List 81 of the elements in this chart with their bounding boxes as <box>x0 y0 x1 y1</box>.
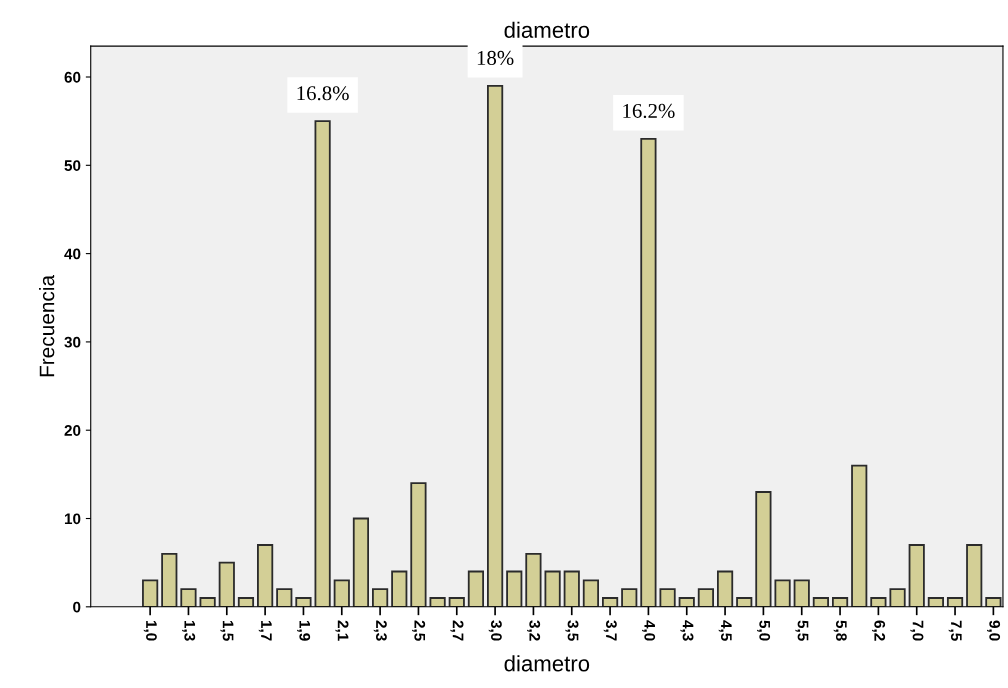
annotation: 16.2% <box>623 103 675 119</box>
x-tick-label: 2,7 <box>450 620 464 641</box>
x-tick-label: 2,1 <box>335 620 349 641</box>
bar <box>199 597 216 607</box>
x-tick-label: 5,0 <box>757 620 771 641</box>
bar <box>161 552 178 607</box>
chart-title: diametro <box>504 21 590 38</box>
bar <box>774 579 791 607</box>
y-axis-title: Frecuencia <box>39 274 55 377</box>
bar <box>295 597 312 607</box>
bar <box>352 517 370 607</box>
bar <box>333 579 350 607</box>
bar <box>851 464 868 607</box>
x-tick-label: 9,0 <box>987 620 1001 641</box>
bar <box>678 597 695 607</box>
bar <box>659 588 676 607</box>
x-tick-label: 3,5 <box>565 620 579 641</box>
x-tick-label: 4,5 <box>718 620 732 641</box>
y-tick-label: 0 <box>73 601 81 613</box>
annotation: 16.8% <box>297 86 349 101</box>
x-tick-label: 4,0 <box>642 620 656 641</box>
bar <box>467 570 485 607</box>
bar <box>812 597 829 607</box>
bar <box>257 544 274 607</box>
y-tick-label: 10 <box>64 513 81 525</box>
x-tick-label: 3,7 <box>603 620 617 641</box>
bar <box>601 597 619 607</box>
bar <box>180 588 197 607</box>
bar <box>525 552 542 607</box>
bar <box>410 482 427 607</box>
x-tick-label: 1,7 <box>258 620 272 641</box>
x-axis-title: diametro <box>504 655 590 672</box>
x-tick-label: 3,2 <box>527 620 541 641</box>
x-tick-label: 1,9 <box>297 620 311 641</box>
x-tick-label: 2,3 <box>373 620 387 641</box>
bar <box>563 570 580 607</box>
x-tick-label: 4,3 <box>680 620 694 641</box>
x-tick-label: 7,0 <box>910 620 924 641</box>
y-tick-label: 20 <box>64 425 81 436</box>
bar <box>544 570 561 607</box>
bar <box>946 597 964 607</box>
bar <box>372 588 389 607</box>
bar <box>506 570 523 607</box>
bar <box>237 597 255 607</box>
bar <box>621 588 638 607</box>
bar <box>927 597 944 607</box>
bar <box>218 561 235 607</box>
bar <box>276 588 293 607</box>
bar <box>640 137 657 607</box>
y-tick-label: 60 <box>64 71 81 83</box>
x-tick-label: 1,5 <box>220 620 234 641</box>
bar <box>755 491 772 607</box>
x-tick-label: 3,0 <box>488 620 502 641</box>
bar <box>966 544 983 607</box>
x-tick-label: 2,5 <box>412 620 426 641</box>
x-tick-label: 7,5 <box>948 620 962 641</box>
bar <box>391 570 408 607</box>
bar <box>831 597 849 607</box>
y-tick-label: 50 <box>64 160 81 171</box>
x-tick-label: 5,5 <box>795 620 809 641</box>
bar <box>985 597 1002 607</box>
x-tick-label: 6,2 <box>872 620 886 641</box>
bar <box>429 597 446 607</box>
bar <box>448 597 465 607</box>
annotation: 18% <box>477 50 514 65</box>
bar <box>908 544 925 607</box>
bar <box>314 120 331 607</box>
x-tick-label: 1,3 <box>182 620 196 641</box>
bar <box>889 588 906 607</box>
x-tick-label: 5,8 <box>833 620 847 641</box>
y-tick-label: 30 <box>64 336 81 348</box>
y-tick-label: 40 <box>64 248 81 260</box>
x-tick-label: 1,0 <box>143 620 157 641</box>
bar <box>716 570 734 607</box>
bar <box>697 588 714 607</box>
bar <box>142 579 159 607</box>
bar <box>487 84 504 607</box>
bar <box>582 579 600 607</box>
bar <box>870 597 887 607</box>
bar <box>793 579 810 607</box>
bar <box>736 597 753 607</box>
